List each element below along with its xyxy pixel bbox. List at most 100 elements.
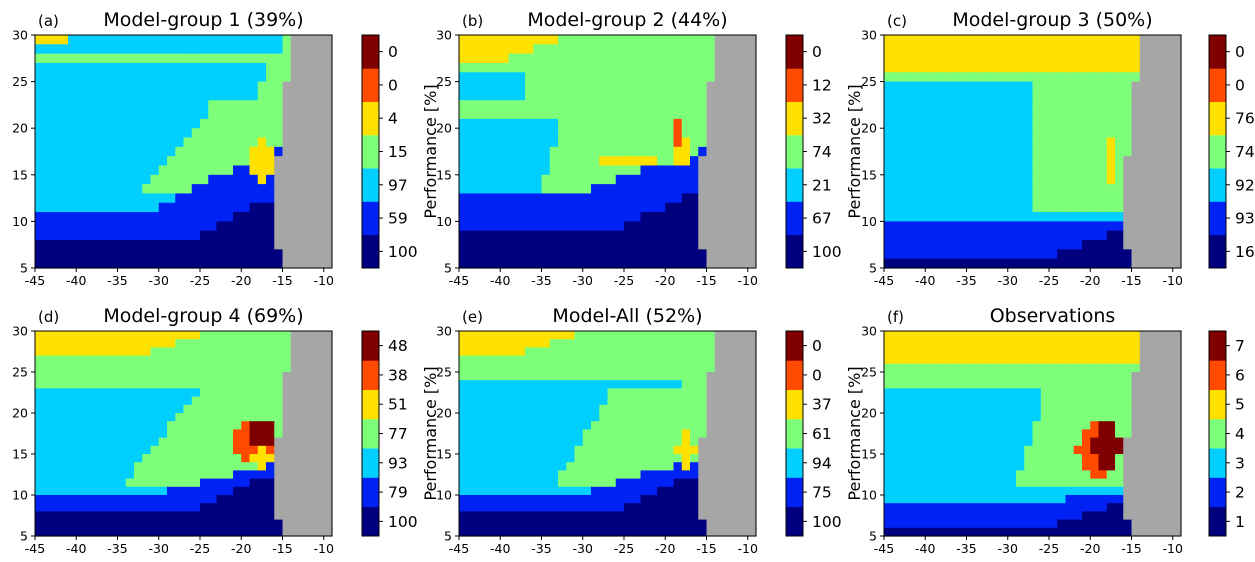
heatmap-cell — [974, 146, 984, 157]
heatmap-cell — [698, 128, 708, 139]
heatmap-cell — [1098, 137, 1108, 148]
heatmap-cell — [1172, 339, 1182, 348]
heatmap-cell — [459, 404, 468, 414]
heatmap-cell — [500, 62, 510, 73]
heatmap-cell — [183, 470, 193, 480]
heatmap-cell — [558, 212, 567, 222]
heatmap-cell — [1082, 146, 1091, 157]
heatmap-cell — [673, 202, 683, 213]
heatmap-cell — [714, 90, 724, 101]
heatmap-cell — [175, 100, 185, 111]
heatmap-cell — [200, 421, 209, 430]
heatmap-cell — [1106, 249, 1116, 260]
heatmap-cell — [933, 165, 943, 176]
heatmap-cell — [1049, 202, 1058, 213]
heatmap-cell — [233, 221, 242, 232]
heatmap-cell — [142, 258, 152, 269]
heatmap-cell — [500, 462, 510, 471]
heatmap-cell — [51, 109, 61, 120]
heatmap-cell — [500, 339, 510, 348]
heatmap-cell — [307, 258, 317, 269]
heatmap-cell — [208, 156, 218, 167]
heatmap-cell — [183, 165, 193, 176]
heatmap-cell — [723, 240, 732, 250]
heatmap-cell — [966, 339, 976, 348]
heatmap-cell — [884, 109, 893, 120]
heatmap-cell — [282, 146, 292, 157]
heatmap-cell — [892, 109, 902, 120]
heatmap-cell — [591, 429, 600, 439]
heatmap-cell — [698, 396, 708, 406]
heatmap-cell — [698, 421, 708, 430]
heatmap-cell — [241, 462, 251, 471]
heatmap-cell — [1024, 212, 1034, 222]
heatmap-cell — [1024, 156, 1034, 167]
heatmap-cell — [566, 339, 576, 348]
heatmap-cell — [241, 230, 251, 241]
heatmap-cell — [599, 511, 609, 521]
heatmap-cell — [233, 339, 242, 348]
heatmap-cell — [158, 429, 168, 439]
heatmap-cell — [109, 249, 119, 260]
heatmap-cell — [109, 355, 119, 365]
heatmap-cell — [1016, 44, 1025, 55]
heatmap-cell — [208, 109, 218, 120]
heatmap-cell — [68, 527, 77, 537]
heatmap-cell — [290, 202, 300, 213]
heatmap-cell — [731, 44, 741, 55]
heatmap-cell — [483, 100, 493, 111]
heatmap-cell — [307, 470, 317, 480]
heatmap-cell — [43, 437, 53, 447]
y-tick-label: 25 — [436, 74, 452, 89]
heatmap-cell — [183, 221, 193, 232]
heatmap-cell — [917, 156, 926, 167]
heatmap-cell — [731, 421, 741, 430]
heatmap-cell — [43, 202, 53, 213]
heatmap-cell — [84, 462, 94, 471]
heatmap-cell — [1172, 240, 1182, 250]
heatmap-cell — [673, 331, 683, 340]
heatmap-cell — [68, 202, 77, 213]
heatmap-cell — [933, 44, 943, 55]
heatmap-cell — [158, 81, 168, 92]
heatmap-cell — [582, 478, 592, 488]
heatmap-cell — [1032, 347, 1042, 357]
heatmap-cell — [516, 128, 526, 139]
heatmap-cell — [648, 437, 658, 447]
heatmap-cell — [739, 495, 749, 504]
heatmap-cell — [191, 212, 201, 222]
heatmap-cell — [76, 62, 86, 73]
heatmap-cell — [991, 184, 1001, 195]
heatmap-cell — [299, 462, 308, 471]
heatmap-cell — [59, 53, 69, 64]
heatmap-cell — [624, 221, 633, 232]
heatmap-cell — [591, 404, 600, 414]
heatmap-cell — [714, 478, 724, 488]
heatmap-cell — [274, 90, 284, 101]
heatmap-cell — [150, 230, 160, 241]
heatmap-cell — [657, 35, 666, 45]
heatmap-cell — [492, 503, 501, 512]
heatmap-cell — [673, 109, 683, 120]
heatmap-cell — [125, 146, 135, 157]
heatmap-cell — [648, 44, 658, 55]
heatmap-cell — [974, 90, 984, 101]
heatmap-cell — [167, 421, 176, 430]
heatmap-cell — [549, 240, 559, 250]
heatmap-cell — [134, 454, 143, 463]
heatmap-cell — [142, 221, 152, 232]
heatmap-cell — [266, 519, 275, 529]
heatmap-cell — [574, 174, 584, 185]
heatmap-cell — [1057, 81, 1067, 92]
heatmap-cell — [307, 437, 317, 447]
heatmap-cell — [925, 212, 935, 222]
heatmap-cell — [191, 519, 201, 529]
heatmap-cell — [991, 100, 1001, 111]
heatmap-cell — [68, 118, 77, 129]
heatmap-cell — [892, 184, 902, 195]
heatmap-cells — [884, 331, 1182, 537]
heatmap-cell — [525, 404, 534, 414]
heatmap-cell — [558, 44, 567, 55]
heatmap-cell — [698, 503, 708, 512]
heatmap-cell — [566, 396, 576, 406]
